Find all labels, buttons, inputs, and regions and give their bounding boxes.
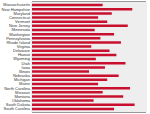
svg-text:Maryland: Maryland [14,11,30,16]
svg-text:South Dakota: South Dakota [6,102,31,107]
svg-text:South Carolina: South Carolina [4,106,31,111]
svg-text:Virginia: Virginia [17,44,31,49]
svg-text:Connecticut: Connecticut [9,15,31,20]
svg-text:North Carolina: North Carolina [4,86,31,91]
svg-text:Pennsylvania: Pennsylvania [6,36,31,41]
svg-text:New Hampshire: New Hampshire [2,7,31,12]
svg-text:Wyoming: Wyoming [13,56,30,61]
svg-text:Vermont: Vermont [15,19,31,24]
svg-text:Delaware: Delaware [13,48,31,53]
svg-text:Illinois: Illinois [19,69,30,74]
svg-text:Michigan: Michigan [14,77,30,82]
svg-text:Missouri: Missouri [15,90,30,95]
svg-text:Maine: Maine [19,81,31,86]
svg-text:Montana: Montana [14,94,30,99]
svg-text:Nebraska: Nebraska [13,73,31,78]
svg-text:New Jersey: New Jersey [9,23,30,28]
svg-text:Minnesota: Minnesota [12,27,31,32]
svg-text:Oklahoma: Oklahoma [12,98,31,103]
svg-text:Washington: Washington [9,32,30,37]
svg-text:Hawaii: Hawaii [18,52,30,57]
svg-text:Utah: Utah [22,61,30,66]
svg-text:Rhode Island: Rhode Island [6,40,30,45]
svg-text:Massachusetts: Massachusetts [3,2,30,7]
svg-text:Iowa: Iowa [22,65,31,70]
